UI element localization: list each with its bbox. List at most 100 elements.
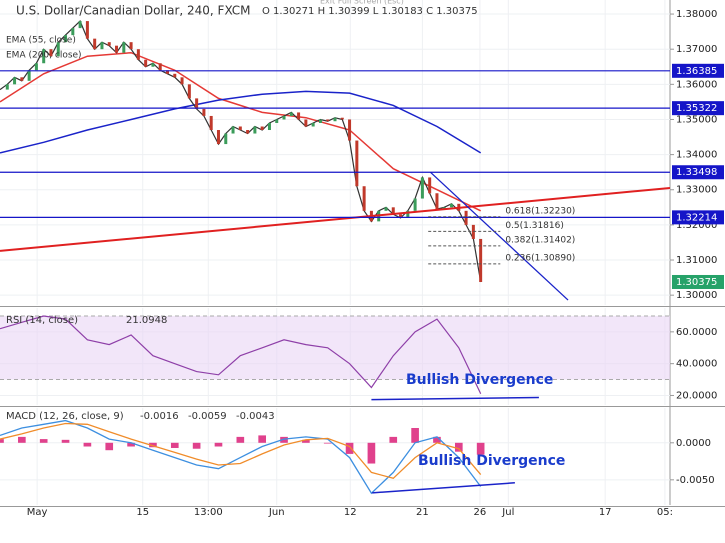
candle <box>224 133 228 145</box>
histogram-bar <box>454 442 463 452</box>
histogram-bar <box>170 442 179 448</box>
y-tick-label: -0.0050 <box>676 475 715 486</box>
rsi-band <box>0 315 670 380</box>
level-label: 1.35322 <box>676 103 717 114</box>
candle <box>122 42 126 53</box>
x-tick-label: 15 <box>136 507 149 518</box>
y-tick-label: 40.0000 <box>676 359 717 370</box>
level-label: 1.33498 <box>676 167 717 178</box>
y-tick-label: 1.34000 <box>676 150 717 161</box>
candle <box>399 214 403 218</box>
histogram-bar <box>192 442 201 449</box>
x-tick-label: May <box>27 507 48 518</box>
candle <box>195 98 199 109</box>
candle <box>267 122 271 131</box>
candle <box>471 224 475 239</box>
x-tick-label: Jun <box>268 507 285 518</box>
histogram-bar <box>345 442 354 454</box>
histogram-bar <box>214 442 223 447</box>
candle <box>71 28 75 36</box>
x-tick-label: 05: <box>657 507 673 518</box>
histogram-bar <box>433 436 441 443</box>
indicator-value: -0.0059 <box>188 411 227 422</box>
tooltip: Exit Full Screen (Esc) <box>320 0 404 6</box>
candle <box>479 238 483 282</box>
candle <box>202 108 206 116</box>
histogram-bar <box>323 442 332 444</box>
candle <box>333 117 337 122</box>
candle <box>158 63 162 71</box>
fib-label: 0.382(1.31402) <box>505 235 575 245</box>
candle <box>450 203 454 208</box>
y-tick-label: 20.0000 <box>676 390 717 401</box>
candle <box>260 126 264 131</box>
candle <box>78 21 82 29</box>
candle <box>42 49 46 64</box>
y-tick-label: 1.37000 <box>676 44 717 55</box>
rsi-line <box>0 315 482 394</box>
histogram-bar <box>476 442 485 455</box>
y-tick-label: 1.36000 <box>676 79 717 90</box>
ema-line <box>0 90 482 154</box>
panel-title: RSI (14, close) <box>6 315 78 326</box>
y-tick-label: 1.31000 <box>676 255 717 266</box>
candle <box>129 42 133 50</box>
histogram-bar <box>0 439 4 443</box>
candle <box>85 21 89 39</box>
y-tick-label: 60.0000 <box>676 327 717 338</box>
histogram-bar <box>18 436 26 443</box>
candle <box>144 59 148 67</box>
y-tick-label: 1.32000 <box>676 220 717 231</box>
candle <box>13 77 17 85</box>
panel-title: MACD (12, 26, close, 9) <box>6 411 124 422</box>
histogram-bar <box>258 435 266 443</box>
candle <box>282 115 286 120</box>
candle <box>107 42 111 46</box>
legend-entry: EMA (55, close) <box>6 36 76 46</box>
histogram-bar <box>105 442 114 451</box>
candle <box>180 77 184 85</box>
candle <box>326 119 330 122</box>
legend-entry: EMA (200, close) <box>6 51 82 61</box>
candle <box>27 70 31 81</box>
level-label: 1.32214 <box>676 212 717 223</box>
histogram-bar <box>83 442 92 447</box>
candle <box>275 119 279 123</box>
candle <box>231 126 235 134</box>
candle <box>311 122 315 127</box>
level-tag <box>672 101 724 116</box>
candle <box>420 177 424 199</box>
indicator-value: 21.0948 <box>126 315 167 326</box>
candle <box>187 84 191 99</box>
histogram-bar <box>389 436 398 443</box>
indicator-value: -0.0016 <box>140 411 179 422</box>
chart-title: U.S. Dollar/Canadian Dollar, 240, FXCM <box>16 4 251 18</box>
x-tick-label: Jul <box>501 507 514 518</box>
candle <box>289 112 293 116</box>
candle <box>64 35 68 43</box>
candle <box>238 126 242 131</box>
ohlc: O 1.30271 H 1.30399 L 1.30183 C 1.30375 <box>262 6 478 17</box>
candle <box>115 45 119 53</box>
candle <box>406 210 410 218</box>
histogram-bar <box>127 442 135 447</box>
level-tag <box>672 165 724 180</box>
x-tick-label: 21 <box>416 507 429 518</box>
divergence-line <box>372 482 515 494</box>
x-tick-label: 17 <box>599 507 612 518</box>
level-tag <box>672 63 724 78</box>
candle <box>166 70 169 74</box>
trendline <box>0 186 671 252</box>
indicator-line <box>0 419 482 495</box>
histogram-bar <box>61 439 70 443</box>
fib-label: 0.5(1.31816) <box>505 221 564 231</box>
candle <box>384 207 388 211</box>
candle <box>391 207 395 215</box>
candle <box>428 177 432 194</box>
candle <box>318 119 322 123</box>
candle <box>348 119 352 141</box>
fib-label: 0.618(1.32230) <box>505 206 575 216</box>
histogram-bar <box>39 439 48 443</box>
level-tag <box>672 210 724 225</box>
